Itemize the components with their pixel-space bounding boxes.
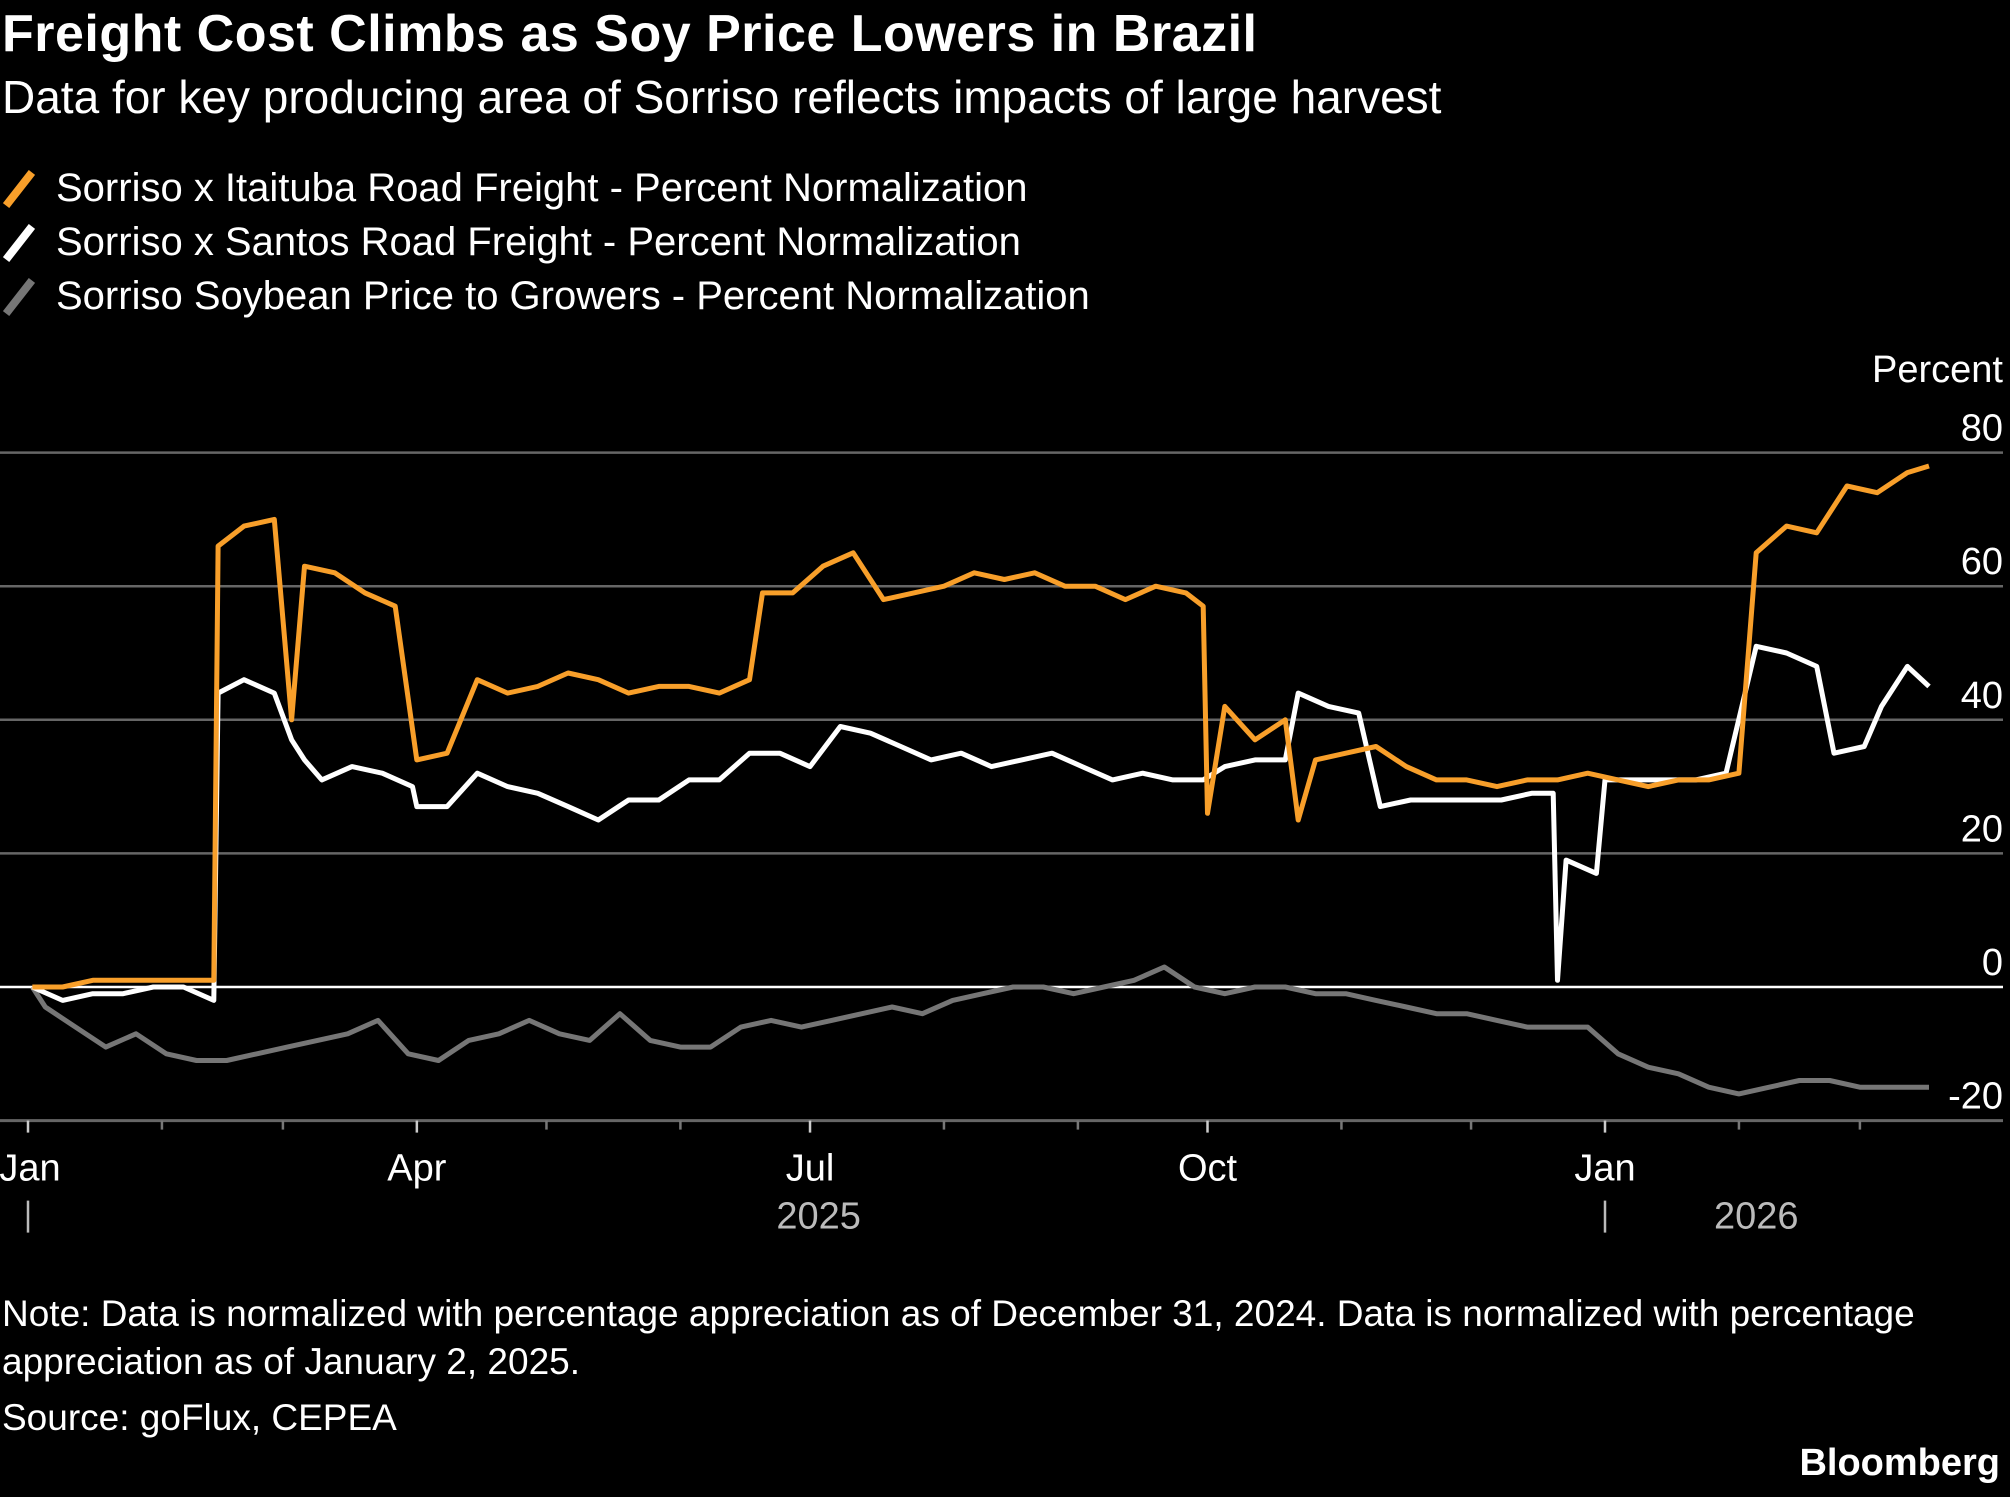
y-tick-label: 60 — [1961, 541, 2003, 583]
x-year-label: 2025 — [776, 1196, 861, 1238]
bloomberg-logo: Bloomberg — [1799, 1442, 2000, 1484]
x-tick-label: Oct — [1178, 1148, 1238, 1190]
legend-label: Sorriso x Santos Road Freight - Percent … — [56, 220, 1021, 264]
chart-source: Source: goFlux, CEPEA — [2, 1397, 397, 1438]
legend-item-santos: Sorriso x Santos Road Freight - Percent … — [2, 220, 1021, 265]
y-tick-label: 0 — [1982, 942, 2003, 984]
legend-label: Sorriso x Itaituba Road Freight - Percen… — [56, 166, 1028, 210]
x-tick-label: Apr — [387, 1148, 446, 1190]
x-year-label: 2026 — [1714, 1196, 1799, 1238]
y-axis-label: Percent — [1872, 349, 2003, 391]
y-tick-label: 40 — [1961, 675, 2003, 717]
y-tick-label: -20 — [1948, 1076, 2003, 1118]
series-line-1 — [31, 643, 1931, 1003]
series-line-2 — [30, 964, 1929, 1097]
series-line-0 — [32, 463, 1930, 990]
x-tick-label: Jan — [0, 1148, 61, 1190]
chart-title: Freight Cost Climbs as Soy Price Lowers … — [2, 5, 1258, 63]
x-tick-label: Jan — [1574, 1148, 1635, 1190]
chart-note: Note: Data is normalized with percentage… — [2, 1293, 1915, 1382]
legend-item-itaituba: Sorriso x Itaituba Road Freight - Percen… — [2, 166, 1028, 211]
x-tick-label: Jul — [786, 1148, 835, 1190]
legend-label: Sorriso Soybean Price to Growers - Perce… — [56, 274, 1090, 318]
y-tick-label: 80 — [1961, 408, 2003, 450]
legend-item-soybean: Sorriso Soybean Price to Growers - Perce… — [2, 274, 1090, 319]
chart-subtitle: Data for key producing area of Sorriso r… — [2, 71, 1442, 123]
y-tick-label: 20 — [1961, 808, 2003, 850]
